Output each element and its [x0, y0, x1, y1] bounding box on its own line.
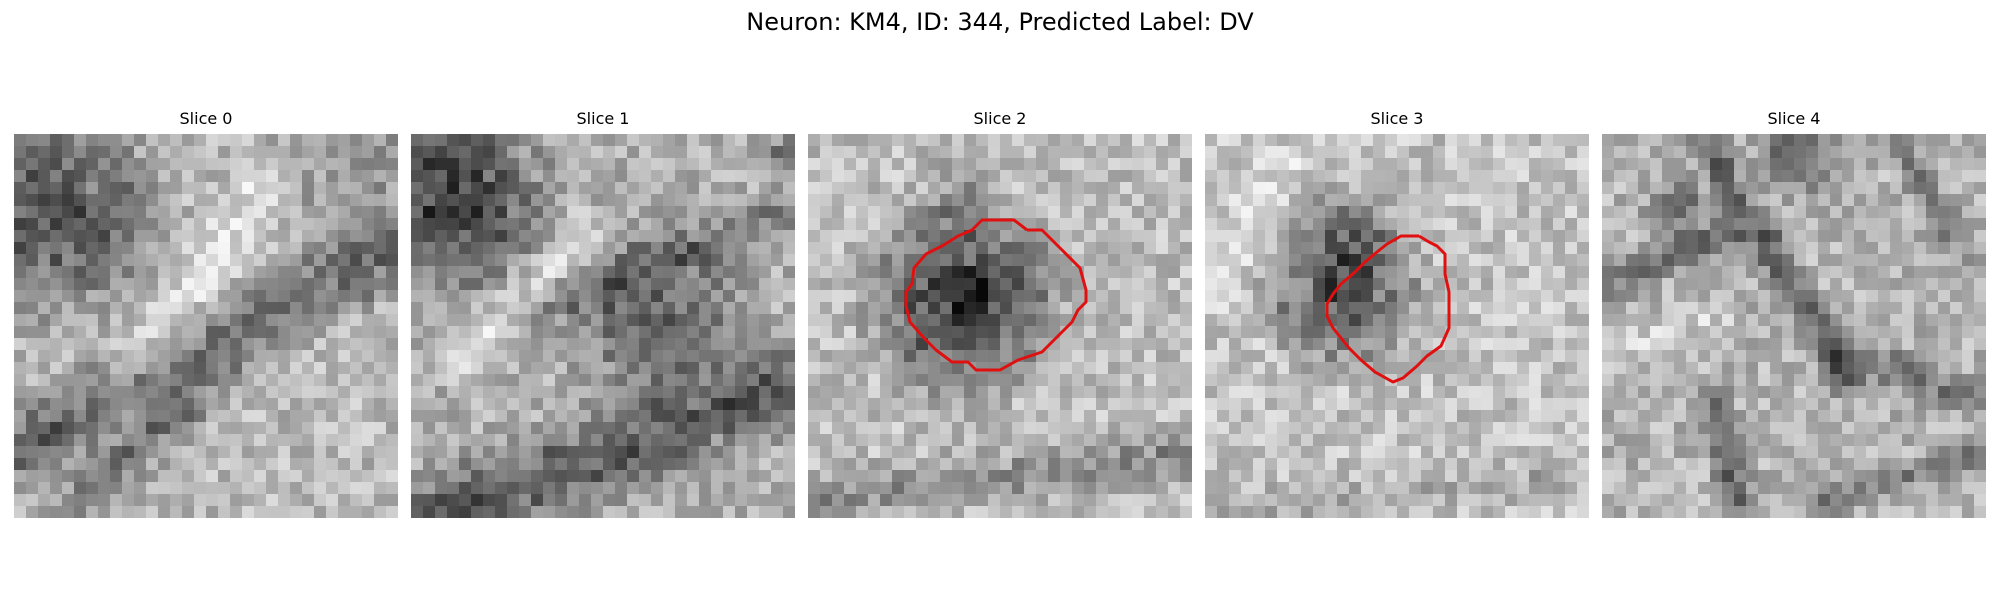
slice-panel-4: Slice 4 [1602, 0, 1986, 600]
slice-panel-2: Slice 2 [808, 0, 1192, 600]
slice-image [1205, 134, 1589, 518]
slice-panel-0: Slice 0 [14, 0, 398, 600]
slice-image [411, 134, 795, 518]
slice-title: Slice 4 [1767, 109, 1821, 128]
slice-image [808, 134, 1192, 518]
segmentation-contour [1325, 234, 1451, 384]
figure-title: Neuron: KM4, ID: 344, Predicted Label: D… [746, 8, 1254, 36]
segmentation-contour [904, 218, 1088, 372]
slice-image [1602, 134, 1986, 518]
slice-panel-1: Slice 1 [411, 0, 795, 600]
slice-title: Slice 0 [179, 109, 233, 128]
slice-panel-3: Slice 3 [1205, 0, 1589, 600]
slice-title: Slice 1 [576, 109, 630, 128]
slice-image [14, 134, 398, 518]
slice-title: Slice 3 [1370, 109, 1424, 128]
slice-title: Slice 2 [973, 109, 1027, 128]
